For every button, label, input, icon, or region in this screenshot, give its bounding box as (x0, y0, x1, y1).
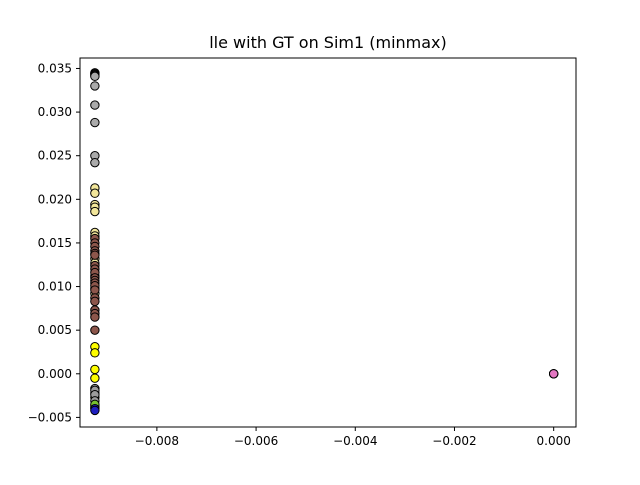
x-tick-label: 0.000 (537, 434, 571, 448)
scatter-point (90, 81, 100, 91)
scatter-point (90, 325, 100, 335)
chart-title: lle with GT on Sim1 (minmax) (209, 33, 447, 52)
scatter-point (90, 117, 100, 128)
scatter-point (90, 100, 100, 110)
y-tick-label: 0.030 (38, 105, 72, 119)
y-tick-label: 0.015 (38, 236, 72, 250)
plot-layer (90, 68, 559, 416)
scatter-point (90, 373, 100, 383)
scatter-point (90, 312, 100, 322)
plot-frame (79, 57, 577, 428)
scatter-point (90, 188, 100, 198)
x-tick-label: −0.002 (432, 434, 476, 448)
y-tick-label: 0.025 (38, 149, 72, 163)
y-tick-label: 0.010 (38, 280, 72, 294)
y-tick-label: 0.020 (38, 192, 72, 206)
scatter-point (548, 369, 559, 379)
scatter-point (90, 364, 100, 375)
x-tick-label: −0.004 (333, 434, 377, 448)
x-tick-label: −0.006 (234, 434, 278, 448)
scatter-point (90, 285, 100, 295)
x-tick-label: −0.008 (135, 434, 179, 448)
axis-layer: −0.008 −0.006 −0.004 −0.002 0.000 −0.005 0.000… (28, 61, 571, 448)
scatter-point (90, 348, 100, 358)
scatter-point (90, 405, 100, 416)
scatter-point (90, 157, 100, 168)
scatter-point (90, 296, 100, 307)
y-tick-label: 0.035 (38, 61, 72, 75)
scatter-point (90, 206, 100, 217)
scatter-point (90, 250, 100, 260)
y-tick-label: −0.005 (28, 410, 72, 424)
y-tick-label: 0.005 (38, 323, 72, 337)
y-tick-label: 0.000 (38, 367, 72, 381)
scatter-point (90, 71, 100, 82)
